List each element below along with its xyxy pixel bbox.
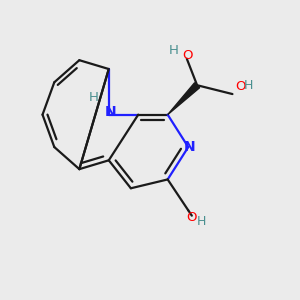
Polygon shape xyxy=(168,83,200,115)
Text: H: H xyxy=(197,215,206,228)
Text: H: H xyxy=(89,91,99,104)
Text: O: O xyxy=(187,211,197,224)
Text: N: N xyxy=(184,140,196,154)
Text: O: O xyxy=(182,49,193,62)
Text: H: H xyxy=(244,79,254,92)
Text: H: H xyxy=(169,44,178,57)
Text: O: O xyxy=(236,80,246,93)
Text: N: N xyxy=(104,105,116,119)
